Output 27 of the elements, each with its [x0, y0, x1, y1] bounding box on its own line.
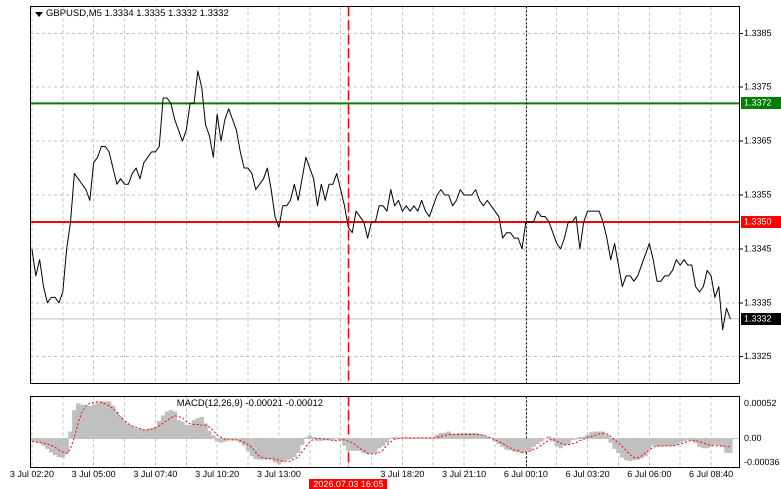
- y-tick-label: 0.00052: [744, 398, 777, 408]
- chart-title: GBPUSD,M5 1.3334 1.3335 1.3332 1.3332: [46, 8, 229, 20]
- y-tick-label: 1.3365: [744, 136, 772, 146]
- x-tick-label: 3 Jul 10:20: [195, 468, 240, 479]
- x-tick-label: 6 Jul 06:00: [627, 468, 672, 479]
- ref-line-label: 1.3350: [744, 216, 772, 226]
- y-tick-label: 1.3375: [744, 82, 772, 92]
- x-tick-label: 3 Jul 18:20: [380, 468, 424, 479]
- y-tick-label: 1.3335: [744, 297, 772, 308]
- y-tick-label: 1.3355: [744, 189, 772, 200]
- x-tick-label: 6 Jul 03:20: [566, 468, 610, 479]
- x-tick-label: 2026.07.03 16:05: [313, 478, 384, 489]
- chart-title: MACD(12,26,9) -0.00021 -0.00012: [176, 398, 324, 410]
- ref-line-label: 1.3372: [744, 97, 772, 108]
- x-tick-label: 6 Jul 08:40: [689, 468, 734, 479]
- x-tick-label: 6 Jul 00:10: [504, 468, 548, 479]
- y-tick-label: 1.3385: [744, 28, 772, 38]
- y-tick-label: 1.3345: [744, 243, 772, 254]
- y-tick-label: -0.00036: [744, 457, 780, 468]
- ref-line-label: 1.3332: [744, 313, 772, 324]
- x-tick-label: 3 Jul 02:20: [10, 468, 54, 479]
- x-tick-label: 3 Jul 21:10: [442, 468, 486, 479]
- x-tick-label: 3 Jul 05:00: [72, 468, 116, 479]
- x-tick-label: 3 Jul 07:40: [133, 468, 178, 479]
- y-tick-label: 0.00: [744, 433, 762, 444]
- x-tick-label: 3 Jul 13:00: [256, 468, 301, 479]
- y-tick-label: 1.3325: [744, 351, 772, 362]
